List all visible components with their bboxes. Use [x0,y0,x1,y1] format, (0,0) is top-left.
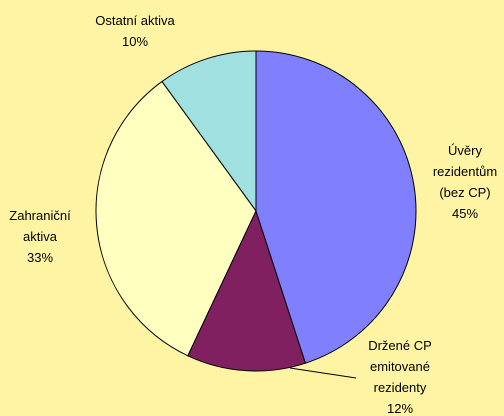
leader-line [289,367,357,379]
value-label: 33% [26,250,54,265]
slice-label: Zahraniční aktiva 33% [0,205,80,268]
pie-slice [187,209,307,372]
value-label: 45% [451,206,479,221]
pie-slice [255,50,417,364]
category-name: Zahraniční aktiva [9,208,71,244]
slice-label: Úvěry rezidentům (bez CP) 45% [420,140,504,224]
value-label: 10% [121,34,149,49]
category-name: Úvěry rezidentům (bez CP) [432,143,498,200]
category-name: Ostatní aktiva [95,13,175,28]
pie-slice [95,80,257,357]
value-label: 12% [386,401,414,416]
pie-slice [161,50,257,213]
slice-label: Držené CP emitované rezidenty 12% [345,335,455,416]
slice-label: Ostatní aktiva 10% [85,10,185,52]
category-name: Držené CP emitované rezidenty [368,338,432,395]
